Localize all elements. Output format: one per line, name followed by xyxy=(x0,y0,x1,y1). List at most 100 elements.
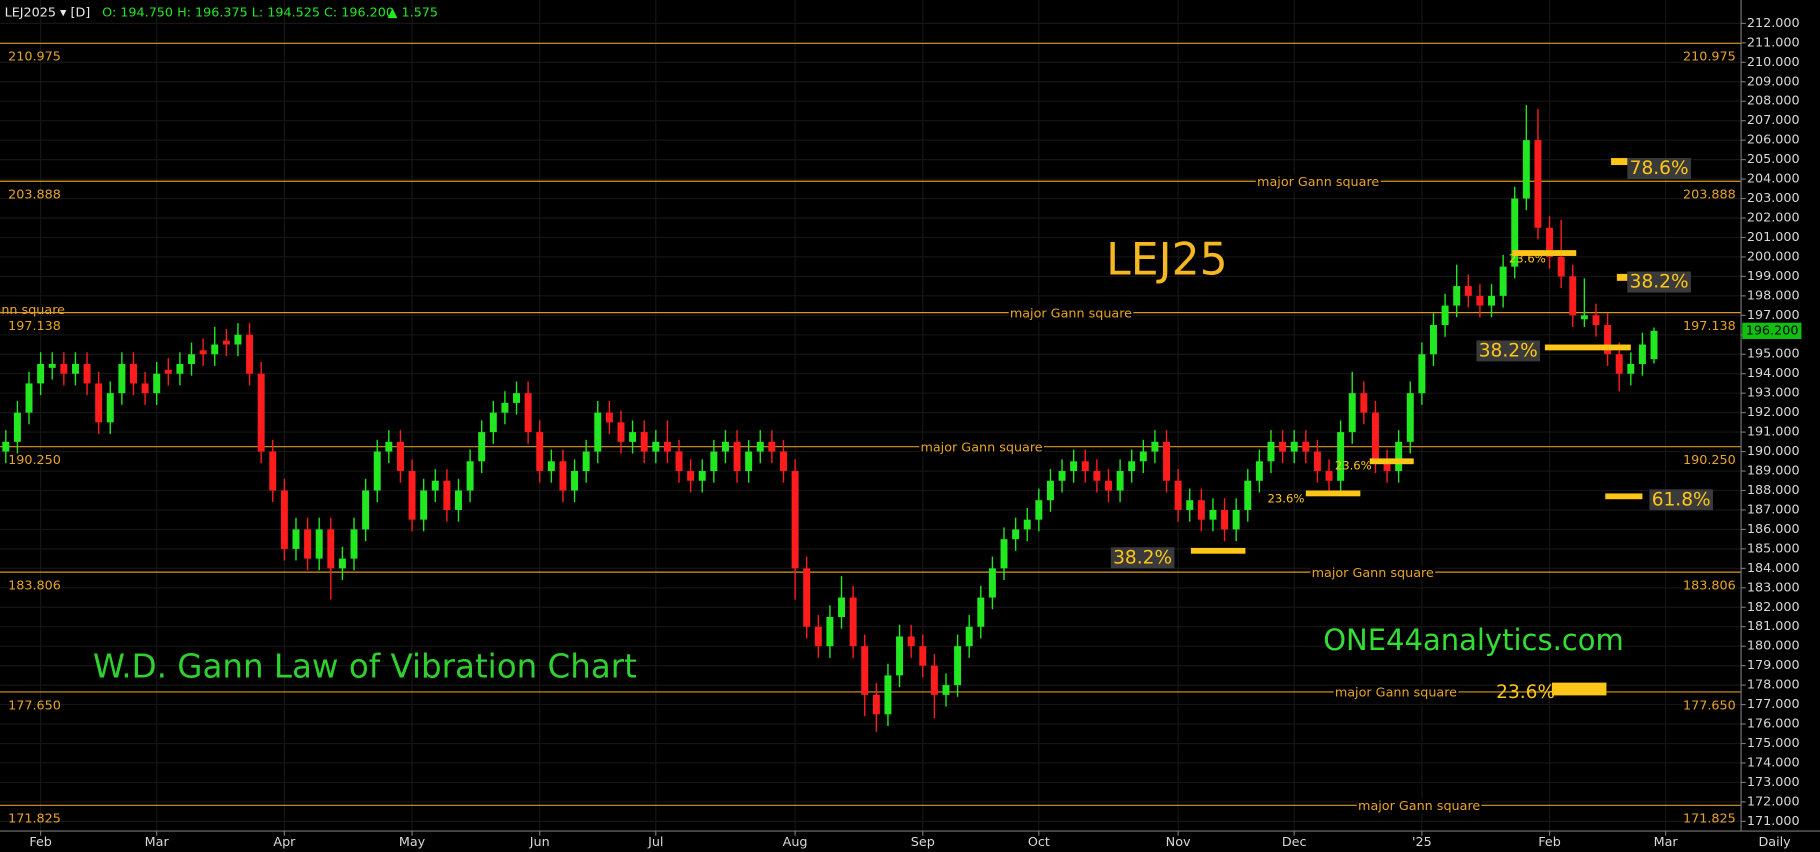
gann-level-label: 171.825 xyxy=(1683,812,1736,827)
candle-body xyxy=(571,471,579,491)
candle-body xyxy=(791,471,799,569)
y-tick-label: 197.000 xyxy=(1747,308,1800,323)
fib-label: 23.6% xyxy=(1496,682,1555,703)
candle-body xyxy=(640,432,648,452)
candle-body xyxy=(513,393,520,403)
candle-body xyxy=(536,432,544,472)
candle-body xyxy=(1221,509,1229,530)
y-tick-label: 188.000 xyxy=(1747,483,1800,498)
candle-body xyxy=(1163,441,1170,481)
gann-lines: major Gann square major Gann square major … xyxy=(0,42,1742,814)
fib-label-bg xyxy=(1110,547,1175,569)
candle-body xyxy=(1012,529,1020,540)
candle-body xyxy=(930,665,938,695)
grid xyxy=(0,0,1742,832)
gann-caption: major Gann square xyxy=(1335,686,1457,701)
x-tick-label: Apr xyxy=(273,835,296,850)
candles xyxy=(2,105,1658,732)
y-tick-label: 178.000 xyxy=(1747,678,1800,693)
candle-body xyxy=(872,694,880,715)
gann-caption: major Gann square xyxy=(1257,175,1379,190)
x-tick-label: '25 xyxy=(1412,835,1432,850)
candle-body xyxy=(327,529,335,569)
gann-level-label: 171.825 xyxy=(8,812,61,827)
candle-body xyxy=(71,363,79,374)
candle-body xyxy=(1395,441,1403,472)
candle-body xyxy=(721,441,729,452)
candle-body xyxy=(907,636,915,647)
chart-title: LEJ25 xyxy=(1106,234,1228,285)
candle-body xyxy=(617,422,625,442)
candle-body xyxy=(1255,461,1263,481)
candle-body xyxy=(710,451,718,472)
gann-level-label: 203.888 xyxy=(8,188,61,203)
candle-body xyxy=(1046,480,1054,501)
candle-body xyxy=(1371,412,1379,462)
fib-markers: 78.6% 38.2% 38.2% 61.8% 23.6% 23.6% 23.6% 38.2%… xyxy=(1110,158,1713,703)
candle-body xyxy=(1337,432,1345,481)
candle-body xyxy=(1592,315,1600,326)
candle-body xyxy=(95,383,103,423)
y-tick-label: 189.000 xyxy=(1747,464,1800,479)
caption-bg xyxy=(1255,174,1381,190)
candle-body xyxy=(547,461,555,472)
candle-body xyxy=(234,334,242,345)
candle-body xyxy=(1511,198,1519,267)
y-tick-label: 192.000 xyxy=(1747,405,1800,420)
candle-body xyxy=(919,646,927,666)
candle-body xyxy=(756,441,764,452)
y-tick-label: 175.000 xyxy=(1747,736,1800,751)
candle-body xyxy=(849,597,857,647)
y-tick-label: 207.000 xyxy=(1747,113,1800,128)
x-tick-label: Nov xyxy=(1166,835,1191,850)
symbol: LEJ2025 ▾ [D] xyxy=(5,5,91,20)
y-tick-label: 172.000 xyxy=(1747,794,1800,809)
caption-bg xyxy=(919,440,1044,456)
candle-body xyxy=(1209,509,1217,520)
gann-level-label: 177.650 xyxy=(8,698,61,713)
fib-label: 23.6% xyxy=(1509,251,1546,265)
x-tick-label: Jul xyxy=(647,835,663,850)
fib-bar xyxy=(1551,682,1607,696)
y-tick-label: 182.000 xyxy=(1747,600,1800,615)
y-tick-label: 177.000 xyxy=(1747,697,1800,712)
candle-body xyxy=(2,441,10,452)
candle-body xyxy=(141,383,149,394)
fib-label: 23.6% xyxy=(1335,458,1372,472)
candle-body xyxy=(698,471,706,481)
y-tick-label: 171.000 xyxy=(1747,814,1800,829)
candle-body xyxy=(1348,393,1356,433)
candle-body xyxy=(1081,461,1089,472)
candle-body xyxy=(745,451,753,472)
fib-label-bg xyxy=(1649,489,1713,511)
candle-body xyxy=(362,490,370,530)
gann-caption: major Gann square xyxy=(1010,306,1132,321)
gann-caption: major Gann square xyxy=(1358,799,1480,814)
candle-body xyxy=(408,471,416,520)
candle-body xyxy=(1139,451,1147,462)
candle-body xyxy=(164,369,172,374)
x-tick-label: Aug xyxy=(783,835,808,850)
candle-body xyxy=(315,529,323,559)
candle-body xyxy=(942,685,950,695)
gann-caption: major Gann square xyxy=(1312,566,1434,581)
y-tick-label: 179.000 xyxy=(1747,658,1800,673)
x-tick-label: Sep xyxy=(911,835,935,850)
candle-body xyxy=(373,451,381,491)
gann-level-label: 197.138 xyxy=(1683,319,1736,334)
candle-body xyxy=(1499,266,1507,296)
candle-body xyxy=(1070,461,1078,472)
fib-bar xyxy=(1611,158,1629,166)
candle-body xyxy=(1615,354,1623,374)
candle-body xyxy=(83,363,91,384)
candle-body xyxy=(1116,471,1124,491)
candle-body xyxy=(1105,480,1112,491)
y-tick-label: 195.000 xyxy=(1747,347,1800,362)
candle-body xyxy=(1650,330,1658,360)
candle-body xyxy=(814,626,822,647)
candle-body xyxy=(338,558,346,569)
candle-body xyxy=(687,471,695,481)
candle-body xyxy=(582,451,590,472)
